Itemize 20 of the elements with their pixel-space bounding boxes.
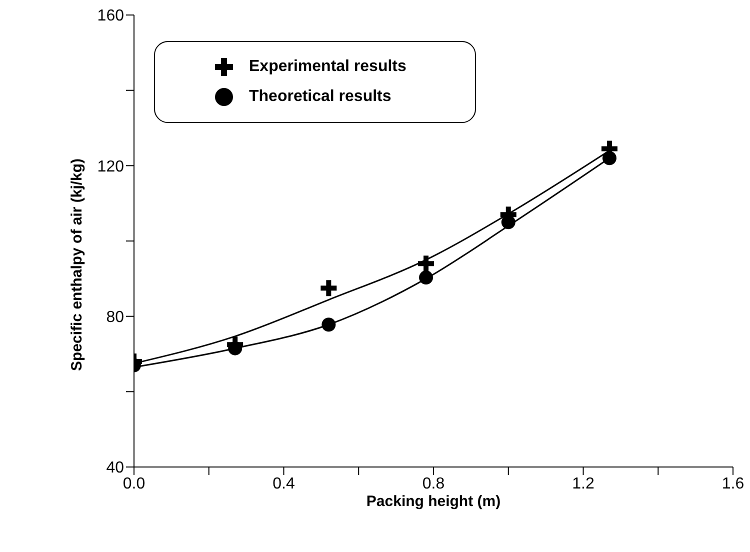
x-tick-label: 1.2 (572, 475, 594, 492)
x-tick-label: 0.8 (422, 475, 445, 492)
point (418, 256, 434, 272)
point (501, 215, 516, 230)
x-tick-label: 0.0 (122, 475, 146, 492)
point (320, 280, 337, 296)
y-tick-label: 80 (106, 309, 124, 326)
point (419, 270, 434, 285)
x-tick-label: 0.4 (272, 475, 295, 492)
x-tick-label: 1.6 (722, 475, 744, 492)
legend-label: Theoretical results (249, 88, 392, 105)
y-tick-label: 120 (97, 158, 124, 176)
point (228, 341, 242, 356)
y-axis-title: Specific enthalpy of air (kj/kg) (68, 158, 86, 371)
x-axis-title: Packing height (m) (366, 493, 501, 510)
y-tick-label: 160 (97, 8, 124, 25)
y-tick-label: 40 (106, 460, 124, 477)
legend-label: Experimental results (249, 58, 406, 75)
point (322, 318, 336, 332)
point (602, 151, 616, 166)
